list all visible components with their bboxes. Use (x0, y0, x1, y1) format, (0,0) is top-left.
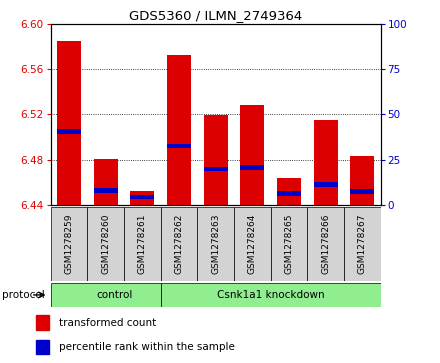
Bar (167, 56, 191, 205)
Bar (271, 207, 307, 281)
Bar (234, 207, 271, 281)
Bar (124, 207, 161, 281)
Bar (57, 41, 81, 205)
Text: GSM1278265: GSM1278265 (284, 214, 293, 274)
Bar (307, 207, 344, 281)
Bar (277, 192, 301, 196)
Bar (314, 120, 337, 205)
Bar (130, 195, 154, 199)
Title: GDS5360 / ILMN_2749364: GDS5360 / ILMN_2749364 (129, 9, 302, 23)
Bar (240, 105, 264, 205)
Bar (204, 167, 227, 171)
Bar (94, 188, 117, 193)
Text: GSM1278259: GSM1278259 (64, 214, 73, 274)
Bar (350, 189, 374, 194)
Text: GSM1278262: GSM1278262 (174, 214, 183, 274)
Text: GSM1278267: GSM1278267 (358, 214, 367, 274)
Text: GSM1278264: GSM1278264 (248, 214, 257, 274)
Bar (51, 283, 161, 307)
Bar (277, 178, 301, 205)
Bar (167, 144, 191, 148)
Bar (94, 159, 117, 205)
Bar (36, 340, 49, 354)
Text: control: control (96, 290, 133, 300)
Text: protocol: protocol (2, 290, 45, 300)
Text: Csnk1a1 knockdown: Csnk1a1 knockdown (217, 290, 324, 300)
Bar (350, 156, 374, 205)
Text: transformed count: transformed count (59, 318, 156, 328)
Bar (344, 207, 381, 281)
Bar (161, 207, 197, 281)
Text: GSM1278266: GSM1278266 (321, 214, 330, 274)
Text: GSM1278260: GSM1278260 (101, 214, 110, 274)
Text: GSM1278261: GSM1278261 (138, 214, 147, 274)
Bar (314, 183, 337, 187)
Bar (240, 166, 264, 170)
Bar (204, 115, 227, 205)
Bar (57, 129, 81, 134)
Bar (197, 207, 234, 281)
Bar (36, 315, 49, 330)
Text: percentile rank within the sample: percentile rank within the sample (59, 342, 235, 352)
Bar (130, 192, 154, 205)
Text: GSM1278263: GSM1278263 (211, 214, 220, 274)
Bar (51, 207, 87, 281)
Bar (161, 283, 381, 307)
Bar (87, 207, 124, 281)
